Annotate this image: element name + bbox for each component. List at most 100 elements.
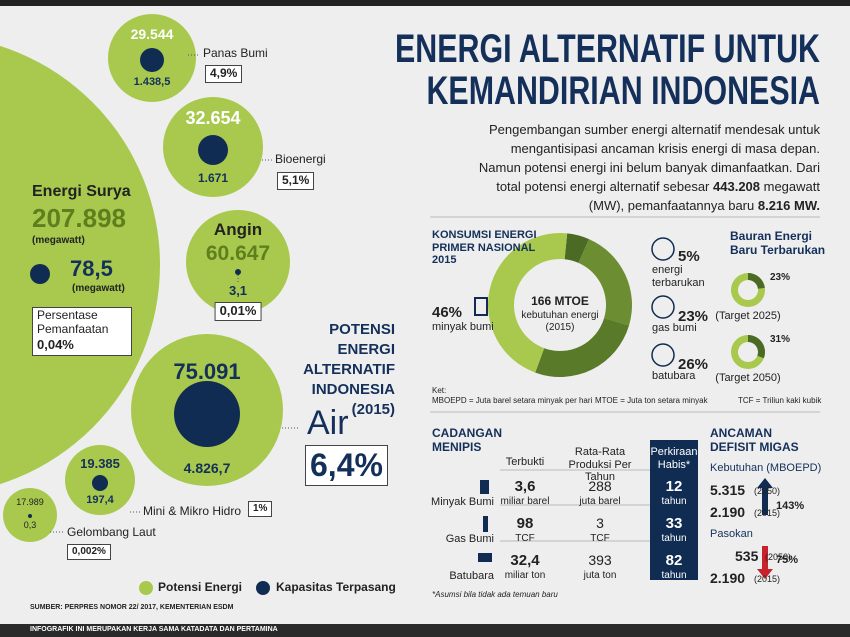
potential-bubble [0, 45, 160, 485]
legend-note: TCF = Triliun kaki kubik [738, 396, 822, 405]
target-value: 23% [770, 272, 791, 283]
intro-text: 8.216 MW. [757, 198, 820, 213]
segment-label: minyak bumi [432, 321, 494, 333]
reserve-value: 3,6 [514, 478, 536, 495]
leader-lines [50, 54, 300, 533]
target-label: (Target 2050) [715, 372, 781, 384]
legend-swatch [256, 581, 270, 595]
depletion-value: 33 [665, 515, 683, 532]
legend-swatch [139, 581, 153, 595]
source-name: Mini & Mikro Hidro [143, 504, 242, 518]
deficit-value: 5.315 [710, 482, 746, 498]
habis-column [650, 440, 698, 580]
donut-center-value: 166 MTOE [531, 294, 589, 308]
legend-label: Kapasitas Terpasang [276, 580, 396, 594]
reserve-unit: miliar barel [500, 496, 550, 507]
unit: (megawatt) [72, 283, 125, 294]
donut-segment [748, 273, 765, 289]
column-header: Terbukti [505, 456, 545, 468]
source-name: Energi Surya [32, 183, 131, 200]
title: KEMANDIRIAN INDONESIA [426, 69, 820, 113]
capacity-value: 0,3 [23, 520, 37, 530]
deficit-change: 75% [776, 554, 799, 566]
row-icons [474, 237, 675, 562]
segment-value: 46% [432, 304, 463, 321]
source-name: Angin [213, 220, 263, 239]
reserve-value: 32,4 [510, 552, 540, 569]
reserve-unit: TCF [515, 533, 535, 544]
segment-value: 23% [678, 308, 709, 325]
row-label: Gas Bumi [445, 533, 494, 545]
target-value: 31% [770, 334, 791, 345]
intro-text: Pengembangan sumber energi alternatif me… [478, 122, 820, 194]
capacity-bubble [92, 475, 108, 491]
row-label: Minyak Bumi [431, 496, 494, 508]
column-header: Perkiraan Habis* [650, 446, 698, 471]
production-unit: juta ton [583, 570, 617, 581]
depletion-value: 12 [665, 478, 683, 495]
deficit-year: (2050) [765, 552, 792, 562]
capacity-value: 4.826,7 [183, 460, 231, 476]
segment-label: energi terbarukan [652, 264, 705, 289]
deficit-value: 535 [735, 548, 759, 564]
credit: INFOGRAFIK INI MERUPAKAN KERJA SAMA KATA… [30, 626, 278, 633]
section-title: CADANGAN MENIPIS [432, 426, 502, 454]
unit: (megawatt) [32, 235, 85, 246]
deficit-year: (2050) [754, 486, 781, 496]
potential-value: 75.091 [173, 359, 241, 384]
deficit-value: 2.190 [710, 504, 746, 520]
source-name: Air [307, 404, 349, 442]
deficit-value: 2.190 [710, 570, 746, 586]
potential-value: 32.654 [185, 108, 241, 128]
capacity-value: 1.671 [197, 171, 229, 185]
donut-segment [748, 335, 765, 359]
segment-label: batubara [652, 370, 696, 382]
donut-segment [535, 318, 630, 377]
share-label: Persentase Pemanfaatan [32, 307, 132, 356]
donut-segment [578, 239, 633, 326]
production-value: 288 [588, 478, 612, 494]
capacity-bubble [28, 514, 32, 518]
donut-center-label: kebutuhan energi (2015) [521, 310, 599, 333]
share-value: 0,01% [214, 302, 262, 321]
capacity-value: 3,1 [228, 283, 248, 298]
legend-label: Potensi Energi [158, 580, 243, 594]
capacity-value: 197,4 [86, 494, 114, 506]
share-value: 6,4% [305, 445, 388, 486]
down-arrow [757, 546, 773, 579]
segment-value: 5% [678, 248, 700, 265]
depletion-unit: tahun [661, 570, 687, 581]
row-label: Batubara [449, 570, 494, 582]
potential-value: 29.544 [130, 26, 174, 42]
depletion-value: 82 [665, 552, 683, 569]
potential-value: 60.647 [205, 242, 271, 265]
deficit-year: (2015) [754, 508, 781, 518]
share-value: 0,04% [37, 337, 74, 352]
source-name: Panas Bumi [203, 46, 268, 60]
depletion-unit: tahun [661, 533, 687, 544]
up-arrow [757, 478, 773, 515]
production-value: 3 [596, 515, 604, 531]
capacity-bubble [174, 381, 240, 447]
capacity-value: 78,5 [70, 256, 113, 281]
deficit-label: Pasokan [710, 528, 753, 540]
donut-segment [488, 233, 568, 373]
deficit-change: 143% [776, 500, 805, 512]
donut-segment [564, 233, 589, 263]
title: ENERGI ALTERNATIF UNTUK [394, 27, 820, 71]
capacity-bubble [198, 135, 228, 165]
segment-label: gas bumi [652, 322, 697, 334]
deficit-year: (2015) [754, 574, 781, 584]
section-label: POTENSI ENERGI ALTERNATIF INDONESIA (201… [303, 321, 395, 418]
legend-note: MTOE = Juta ton setara minyak [595, 396, 708, 405]
section-title: ANCAMAN DEFISIT MIGAS [710, 426, 799, 454]
reserve-unit: miliar ton [504, 570, 546, 581]
deficit-label: Kebutuhan (MBOEPD) [710, 462, 822, 474]
share-value: 4,9% [205, 65, 243, 83]
capacity-bubble [140, 48, 164, 72]
share-value: 0,002% [67, 544, 111, 560]
share-value: 1% [248, 501, 273, 517]
intro-text: 443.208 [713, 179, 761, 194]
footer-bar [0, 624, 850, 637]
